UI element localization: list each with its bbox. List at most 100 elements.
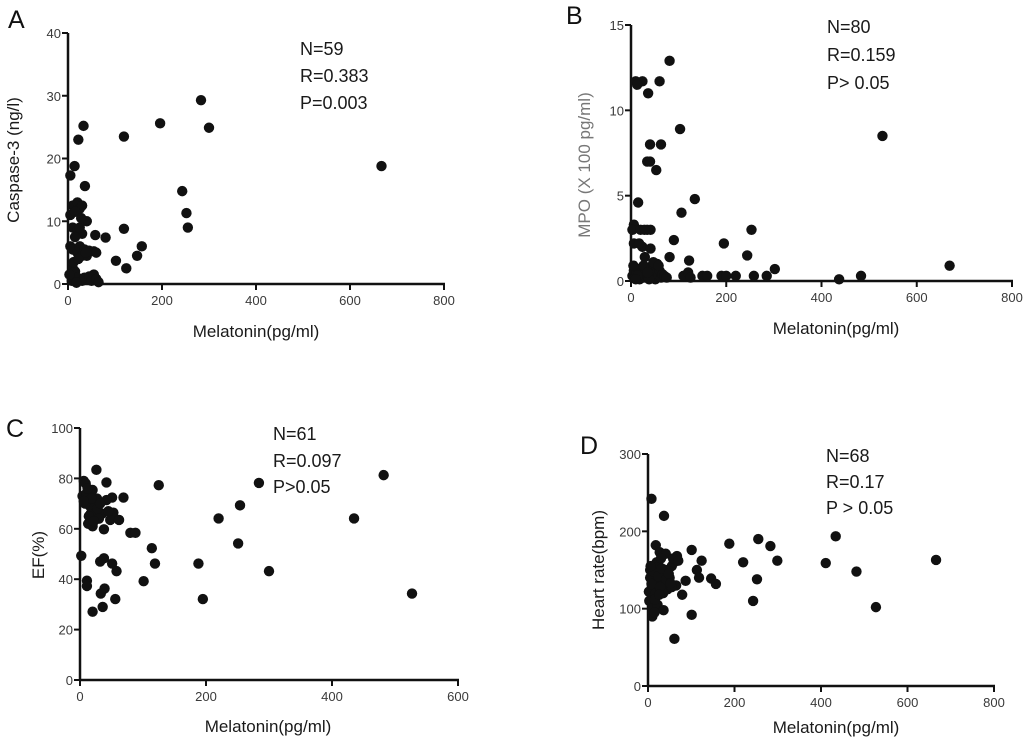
- data-point: [702, 270, 713, 282]
- data-point: [645, 243, 656, 254]
- data-point: [747, 595, 759, 607]
- data-point: [118, 492, 129, 503]
- data-point: [649, 607, 660, 618]
- data-point: [772, 555, 783, 566]
- data-point: [680, 575, 691, 587]
- panel-a-marks: 0 200 400 600 800 0 10 20 30 40: [47, 26, 455, 308]
- x-axis-label: Melatonin(pg/ml): [773, 319, 900, 338]
- data-point: [110, 593, 121, 605]
- x-tick-label: 400: [810, 695, 832, 710]
- y-tick-label: 200: [619, 524, 641, 539]
- y-tick-label: 30: [47, 89, 61, 104]
- data-point: [73, 253, 84, 265]
- data-point: [668, 234, 680, 246]
- x-tick-label: 0: [76, 689, 83, 704]
- data-point: [71, 277, 82, 288]
- panel-b-marks: 0 200 400 600 800 0 5 10 15: [610, 18, 1023, 305]
- data-point: [378, 469, 389, 481]
- data-point: [182, 222, 194, 233]
- data-point: [651, 164, 662, 176]
- data-point: [101, 477, 112, 488]
- y-tick-label: 80: [59, 471, 73, 486]
- data-point: [639, 251, 651, 263]
- stat-n: N=80: [827, 17, 871, 37]
- data-point: [177, 185, 188, 197]
- data-point: [95, 588, 106, 599]
- data-point: [91, 247, 102, 258]
- data-point: [130, 527, 141, 539]
- stat-p: P > 0.05: [826, 498, 893, 518]
- data-point: [737, 557, 749, 568]
- data-point: [627, 224, 638, 235]
- data-point: [234, 500, 246, 511]
- data-point: [877, 130, 888, 142]
- data-point: [203, 122, 215, 133]
- data-point: [136, 241, 147, 252]
- data-point: [110, 255, 122, 266]
- stat-r: R=0.097: [273, 451, 342, 471]
- data-point: [149, 558, 161, 569]
- y-tick-label: 100: [619, 602, 641, 617]
- x-tick-label: 0: [627, 290, 634, 305]
- data-point: [748, 270, 760, 282]
- data-point: [685, 272, 696, 283]
- y-tick-label: 0: [66, 673, 73, 688]
- stat-p: P>0.05: [273, 477, 331, 497]
- data-point: [100, 232, 111, 243]
- data-point: [69, 160, 80, 172]
- x-tick-label: 200: [724, 695, 746, 710]
- data-point: [689, 193, 701, 205]
- stat-r: R=0.383: [300, 66, 369, 86]
- data-point: [79, 180, 91, 192]
- x-tick-label: 200: [151, 293, 173, 308]
- y-tick-label: 0: [634, 679, 641, 694]
- panel-b: B 0 200 400 600 800 0 5 10 15 N=80 R=0.159 P> 0.…: [566, 2, 1023, 338]
- panel-d: D 0 200 400 600 800 0 100 200 300 N=68 R=0.17 P …: [580, 432, 1005, 737]
- data-point: [769, 263, 781, 275]
- data-point: [654, 589, 665, 600]
- data-point: [630, 274, 641, 285]
- data-point: [138, 576, 149, 587]
- y-tick-label: 10: [610, 103, 624, 118]
- data-point: [642, 267, 653, 278]
- data-point: [87, 606, 98, 617]
- data-point: [855, 270, 867, 282]
- data-point: [105, 514, 116, 526]
- y-tick-label: 10: [47, 214, 61, 229]
- panel-letter: D: [580, 432, 598, 460]
- data-point: [639, 224, 650, 235]
- data-point: [65, 170, 76, 181]
- x-tick-label: 0: [644, 695, 651, 710]
- x-tick-label: 800: [1001, 290, 1023, 305]
- data-point: [146, 543, 158, 554]
- stat-n: N=61: [273, 424, 317, 444]
- data-point: [232, 538, 244, 549]
- data-point: [181, 207, 192, 219]
- data-point: [830, 531, 841, 542]
- data-point: [765, 540, 776, 552]
- y-axis-label: Caspase-3 (ng/l): [4, 97, 23, 223]
- x-tick-label: 200: [195, 689, 217, 704]
- data-point: [628, 260, 639, 271]
- data-point: [153, 480, 164, 491]
- data-point: [91, 464, 102, 476]
- data-point: [721, 270, 732, 282]
- data-point: [97, 601, 108, 613]
- x-tick-label: 400: [321, 689, 343, 704]
- data-point: [674, 123, 686, 135]
- data-point: [753, 533, 764, 545]
- data-point: [742, 250, 753, 261]
- data-point: [645, 560, 656, 572]
- data-point: [676, 207, 687, 218]
- stat-p: P> 0.05: [827, 73, 890, 93]
- panel-letter: B: [566, 2, 583, 30]
- data-point: [98, 524, 110, 535]
- x-tick-label: 800: [433, 293, 455, 308]
- stat-p: P=0.003: [300, 93, 368, 113]
- data-point: [730, 270, 741, 282]
- data-point: [653, 570, 664, 582]
- panel-d-marks: 0 200 400 600 800 0 100 200 300: [619, 447, 1005, 710]
- data-point: [64, 269, 75, 280]
